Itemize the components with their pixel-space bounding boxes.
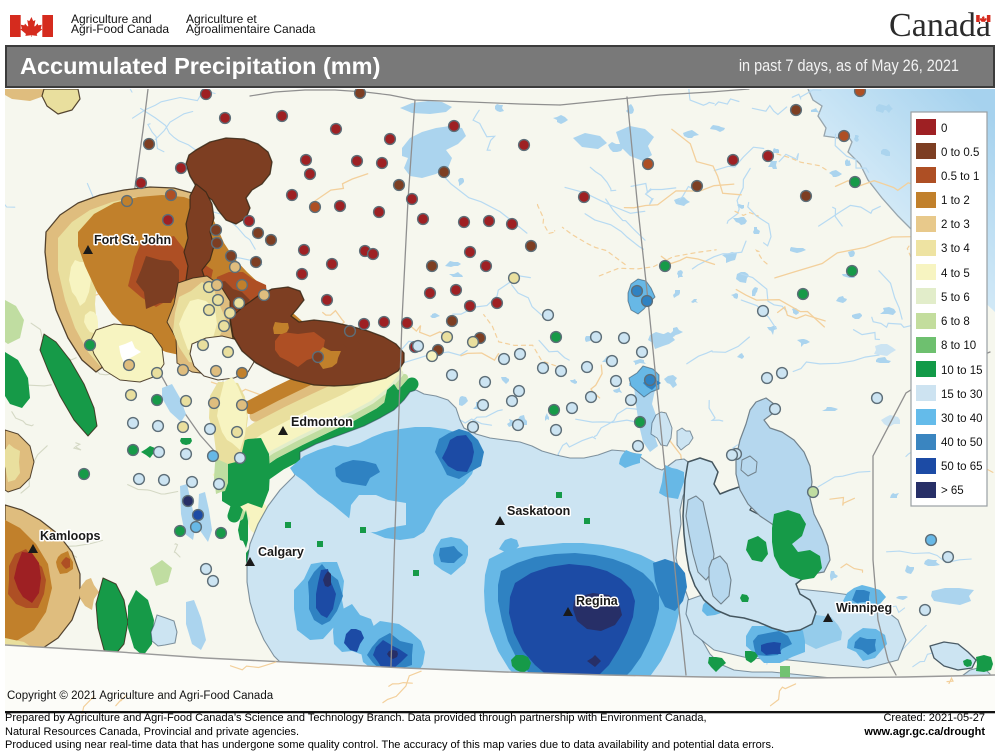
svg-text:3 to 4: 3 to 4 bbox=[941, 243, 970, 255]
svg-text:15 to 30: 15 to 30 bbox=[941, 389, 983, 401]
svg-text:Fort St. John: Fort St. John bbox=[94, 233, 171, 247]
svg-text:Saskatoon: Saskatoon bbox=[507, 504, 570, 518]
svg-text:5 to 6: 5 to 6 bbox=[941, 292, 970, 304]
svg-text:Winnipeg: Winnipeg bbox=[836, 601, 892, 615]
svg-text:Regina: Regina bbox=[576, 594, 619, 608]
svg-text:Copyright © 2021 Agriculture a: Copyright © 2021 Agriculture and Agri-Fo… bbox=[7, 690, 274, 702]
svg-text:0 to 0.5: 0 to 0.5 bbox=[941, 147, 979, 159]
svg-text:Kamloops: Kamloops bbox=[40, 529, 100, 543]
svg-text:8 to 10: 8 to 10 bbox=[941, 340, 976, 352]
svg-text:1 to 2: 1 to 2 bbox=[941, 195, 970, 207]
svg-text:40 to 50: 40 to 50 bbox=[941, 437, 983, 449]
svg-text:> 65: > 65 bbox=[941, 485, 964, 497]
svg-text:0: 0 bbox=[941, 123, 947, 135]
svg-text:0.5 to 1: 0.5 to 1 bbox=[941, 171, 979, 183]
svg-text:2 to 3: 2 to 3 bbox=[941, 219, 970, 231]
svg-text:6 to 8: 6 to 8 bbox=[941, 316, 970, 328]
svg-text:4 to 5: 4 to 5 bbox=[941, 268, 970, 280]
svg-text:10 to 15: 10 to 15 bbox=[941, 365, 983, 377]
svg-text:50 to 65: 50 to 65 bbox=[941, 461, 983, 473]
svg-text:Calgary: Calgary bbox=[258, 545, 304, 559]
svg-text:30 to 40: 30 to 40 bbox=[941, 413, 983, 425]
svg-text:Edmonton: Edmonton bbox=[291, 415, 353, 429]
